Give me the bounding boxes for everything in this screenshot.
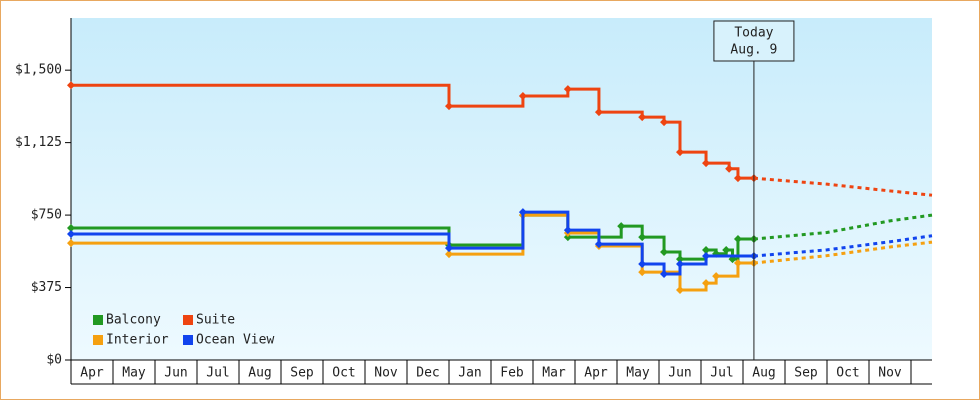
step-segment (449, 212, 525, 250)
x-tick-label: Oct (332, 366, 355, 381)
step-segment (664, 120, 682, 153)
series (67, 208, 933, 279)
point (518, 92, 527, 101)
x-tick-label: Aug (752, 366, 775, 381)
forecast-line (753, 240, 933, 265)
y-tick-label: $750 (31, 208, 62, 223)
x-tick-label: Nov (878, 366, 902, 381)
point (563, 226, 572, 235)
point (722, 246, 731, 255)
x-tick-label: Apr (584, 366, 608, 381)
y-tick-label: $0 (46, 353, 62, 368)
point (638, 268, 647, 277)
legend-label: Interior (106, 333, 169, 348)
point (445, 250, 453, 259)
point (594, 108, 603, 117)
series (67, 81, 933, 197)
x-tick-label: Apr (80, 366, 104, 381)
x-tick-label: Jun (164, 366, 187, 381)
y-tick-label: $1,500 (15, 63, 62, 78)
step-segment (522, 210, 570, 231)
step-segment (567, 87, 601, 113)
point (617, 222, 626, 231)
point (638, 259, 647, 268)
x-tick-label: Sep (794, 366, 818, 381)
step-segment (642, 235, 666, 252)
point (676, 259, 684, 268)
today-label: Today (734, 26, 773, 41)
point (594, 240, 603, 249)
step-segment (567, 228, 601, 245)
legend-label: Suite (196, 313, 235, 328)
x-tick-label: Mar (542, 366, 566, 381)
forecast-line (753, 213, 933, 241)
point (676, 255, 684, 264)
point (67, 81, 75, 90)
x-tick-label: Dec (416, 366, 439, 381)
point (638, 233, 647, 242)
plot-area (71, 18, 932, 360)
x-tick-label: May (122, 366, 146, 381)
point (67, 239, 75, 248)
legend-swatch (183, 315, 193, 325)
x-tick-label: Feb (500, 366, 524, 381)
x-tick-label: Oct (836, 366, 859, 381)
today-date: Aug. 9 (730, 43, 777, 58)
x-tick-label: Nov (374, 366, 398, 381)
point (702, 279, 711, 288)
point (563, 85, 572, 94)
y-tick-label: $375 (31, 280, 62, 295)
point (445, 244, 453, 253)
point (660, 247, 669, 256)
point (733, 235, 742, 244)
point (563, 233, 572, 242)
legend-swatch (93, 335, 103, 345)
point (518, 208, 527, 217)
point (676, 148, 684, 157)
point (733, 174, 742, 183)
x-tick-label: Aug (248, 366, 271, 381)
step-segment (716, 263, 740, 278)
step-segment (71, 83, 451, 107)
step-segment (598, 242, 644, 264)
point (702, 246, 711, 255)
x-tick-label: Jun (668, 366, 691, 381)
legend-label: Ocean View (196, 333, 274, 348)
point (67, 230, 75, 239)
forecast-line (753, 234, 933, 258)
x-tick-label: May (626, 366, 650, 381)
legend-swatch (93, 315, 103, 325)
point (660, 270, 669, 279)
point (676, 286, 684, 295)
point (660, 118, 669, 127)
y-tick-label: $1,125 (15, 135, 62, 150)
x-tick-label: Jul (206, 366, 229, 381)
point (733, 259, 742, 268)
today-box (713, 20, 795, 62)
forecast-line (753, 176, 933, 197)
point (702, 159, 711, 168)
legend-swatch (183, 335, 193, 345)
legend-label: Balcony (106, 313, 161, 328)
point (712, 272, 721, 281)
point (702, 252, 711, 261)
x-tick-label: Jan (458, 366, 481, 381)
point (67, 224, 75, 233)
point (638, 113, 647, 122)
point (445, 102, 453, 111)
point (725, 164, 734, 173)
x-tick-label: Sep (290, 366, 314, 381)
x-tick-label: Jul (710, 366, 733, 381)
step-segment (71, 232, 451, 249)
